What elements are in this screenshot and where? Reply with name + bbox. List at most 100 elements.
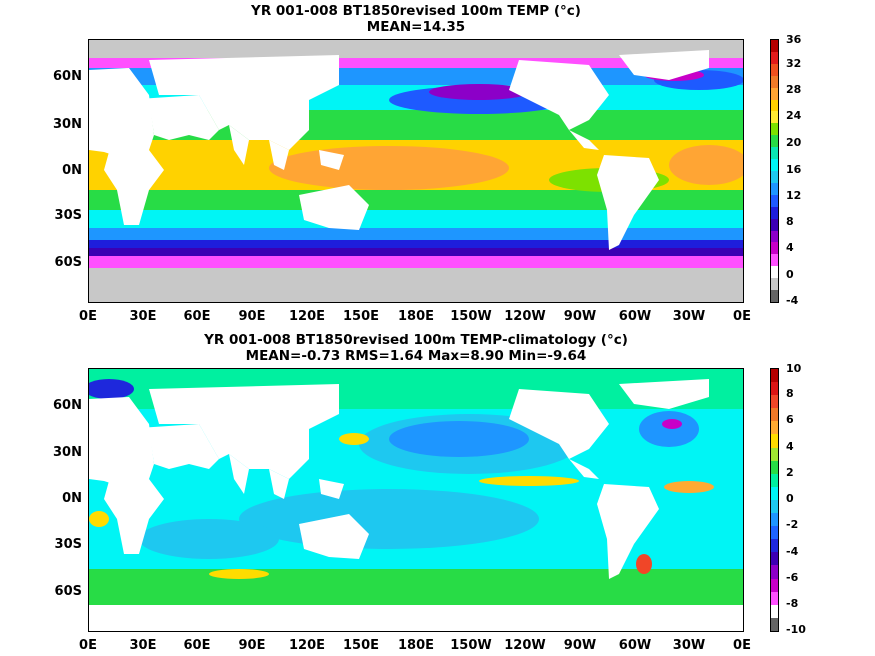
colorbar-swatch xyxy=(771,206,778,219)
colorbar-swatch xyxy=(771,87,778,100)
panel1-xlabel: 180E xyxy=(397,309,435,324)
colorbar-swatch xyxy=(771,51,778,64)
colorbar-swatch xyxy=(771,63,778,76)
colorbar-swatch xyxy=(771,617,778,631)
panel2-colorbar-label: -6 xyxy=(786,571,799,584)
colorbar-swatch xyxy=(771,486,778,500)
panel2-xlabel: 150E xyxy=(342,638,380,653)
panel1-colorbar-label: 20 xyxy=(786,136,802,149)
panel1-map xyxy=(88,39,744,303)
panel1-xlabel: 150E xyxy=(342,309,380,324)
colorbar-swatch xyxy=(771,159,778,171)
panel2-map-svg xyxy=(89,369,743,631)
panel1-colorbar-label: -4 xyxy=(786,294,799,307)
panel1-title: YR 001-008 BT1850revised 100m TEMP (°c) … xyxy=(88,3,744,35)
panel1-xlabel: 60E xyxy=(183,309,211,324)
panel1-colorbar-label: 4 xyxy=(786,241,794,254)
colorbar-swatch xyxy=(771,194,778,207)
panel2-colorbar xyxy=(770,368,779,632)
colorbar-swatch xyxy=(771,578,778,592)
panel2-colorbar-label: -4 xyxy=(786,545,799,558)
panel1-colorbar-label: 8 xyxy=(786,215,794,228)
colorbar-swatch xyxy=(771,40,778,52)
colorbar-swatch xyxy=(771,290,778,302)
panel1-ylabel: 60S xyxy=(54,255,82,270)
colorbar-swatch xyxy=(771,447,778,461)
panel2-xlabel: 60W xyxy=(618,638,652,653)
panel2-colorbar-label: -10 xyxy=(786,623,806,636)
panel1-colorbar-label: 24 xyxy=(786,109,802,122)
panel1-colorbar-label: 28 xyxy=(786,83,802,96)
panel2-xlabel: 120W xyxy=(504,638,546,653)
colorbar-swatch xyxy=(771,565,778,579)
panel2-xlabel: 150W xyxy=(450,638,492,653)
colorbar-swatch xyxy=(771,526,778,540)
panel2-title: YR 001-008 BT1850revised 100m TEMP-clima… xyxy=(88,332,744,364)
panel1-ylabel: 0N xyxy=(62,163,82,178)
colorbar-swatch xyxy=(771,230,778,243)
panel1-xlabel: 120E xyxy=(288,309,326,324)
colorbar-swatch xyxy=(771,552,778,566)
panel1-colorbar-label: 0 xyxy=(786,268,794,281)
panel2-title-line1: YR 001-008 BT1850revised 100m TEMP-clima… xyxy=(204,332,628,348)
panel2-xlabel: 120E xyxy=(288,638,326,653)
panel2-xlabel: 30W xyxy=(672,638,706,653)
panel2-colorbar-label: 4 xyxy=(786,440,794,453)
colorbar-swatch xyxy=(771,591,778,605)
colorbar-swatch xyxy=(771,395,778,409)
panel2-xlabel: 180E xyxy=(397,638,435,653)
panel2-ylabel: 60S xyxy=(54,584,82,599)
panel2-ylabel: 0N xyxy=(62,491,82,506)
colorbar-swatch xyxy=(771,539,778,553)
colorbar-swatch xyxy=(771,99,778,112)
colorbar-swatch xyxy=(771,499,778,514)
colorbar-swatch xyxy=(771,170,778,183)
panel1-title-line2: MEAN=14.35 xyxy=(366,19,466,35)
panel2-title-line2: MEAN=-0.73 RMS=1.64 Max=8.90 Min=-9.64 xyxy=(245,348,587,364)
colorbar-swatch xyxy=(771,218,778,231)
colorbar-swatch xyxy=(771,135,778,148)
panel2-xlabel: 0E xyxy=(733,638,751,653)
panel2-colorbar-label: 8 xyxy=(786,387,794,400)
panel2-colorbar-label: 2 xyxy=(786,466,794,479)
panel2-colorbar-label: 6 xyxy=(786,413,794,426)
colorbar-swatch xyxy=(771,182,778,195)
panel2-colorbar-label: -8 xyxy=(786,597,799,610)
panel2-xlabel: 0E xyxy=(79,638,97,653)
panel1-colorbar xyxy=(770,39,779,303)
colorbar-swatch xyxy=(771,123,778,136)
colorbar-swatch xyxy=(771,369,778,383)
panel1-colorbar-label: 16 xyxy=(786,163,802,176)
panel2-xlabel: 30E xyxy=(129,638,157,653)
colorbar-swatch xyxy=(771,242,778,255)
colorbar-swatch xyxy=(771,266,778,279)
panel2-xlabel: 90W xyxy=(563,638,597,653)
panel1-xlabel: 30W xyxy=(672,309,706,324)
panel1-colorbar-label: 32 xyxy=(786,57,802,70)
panel2-xlabel: 60E xyxy=(183,638,211,653)
colorbar-swatch xyxy=(771,460,778,474)
panel1-ylabel: 30N xyxy=(53,117,82,132)
colorbar-swatch xyxy=(771,604,778,618)
panel2-map xyxy=(88,368,744,632)
panel2-colorbar-label: 10 xyxy=(786,362,802,375)
colorbar-swatch xyxy=(771,111,778,124)
colorbar-swatch xyxy=(771,408,778,422)
panel2-ylabel: 30S xyxy=(54,537,82,552)
colorbar-swatch xyxy=(771,421,778,435)
panel2-xlabel: 90E xyxy=(238,638,266,653)
panel1-xlabel: 0E xyxy=(733,309,751,324)
panel1-colorbar-label: 36 xyxy=(786,33,802,46)
panel1-xlabel: 90E xyxy=(238,309,266,324)
panel2-colorbar-label: -2 xyxy=(786,518,799,531)
colorbar-swatch xyxy=(771,382,778,396)
panel1-xlabel: 30E xyxy=(129,309,157,324)
panel1-xlabel: 150W xyxy=(450,309,492,324)
colorbar-swatch xyxy=(771,147,778,160)
panel1-ylabel: 60N xyxy=(53,69,82,84)
panel1-ylabel: 30S xyxy=(54,208,82,223)
colorbar-swatch xyxy=(771,75,778,88)
panel1-xlabel: 60W xyxy=(618,309,652,324)
panel1-xlabel: 90W xyxy=(563,309,597,324)
panel1-xlabel: 0E xyxy=(79,309,97,324)
